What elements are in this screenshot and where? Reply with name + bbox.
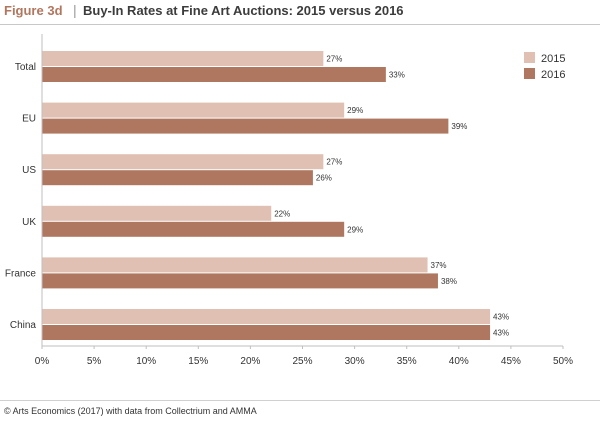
x-tick-label: 0% (35, 356, 50, 367)
category-label: Total (15, 62, 36, 73)
x-tick-label: 5% (87, 356, 102, 367)
footer-divider (0, 400, 600, 401)
data-label: 37% (431, 261, 447, 270)
bar-2015-us (42, 154, 324, 170)
data-label: 43% (493, 329, 509, 338)
x-tick-label: 45% (501, 356, 521, 367)
bar-2016-total (42, 67, 386, 82)
bar-2015-total (42, 51, 324, 66)
legend-swatch-2015 (524, 52, 535, 63)
legend-swatch-2016 (524, 68, 535, 79)
data-label: 27% (326, 55, 342, 64)
chart-title: Buy-In Rates at Fine Art Auctions: 2015 … (83, 3, 404, 18)
category-label: China (10, 320, 37, 331)
bar-2015-eu (42, 102, 345, 118)
data-label: 27% (326, 158, 342, 167)
bar-2016-china (42, 325, 491, 340)
x-tick-label: 30% (345, 356, 365, 367)
x-tick-label: 50% (553, 356, 573, 367)
category-label: UK (22, 217, 36, 228)
bar-2016-france (42, 273, 438, 289)
figure-header: Figure 3d | Buy-In Rates at Fine Art Auc… (0, 0, 600, 24)
bar-2015-china (42, 309, 491, 324)
figure-separator: | (73, 2, 77, 18)
category-label: France (5, 268, 37, 279)
bar-2016-eu (42, 118, 449, 134)
bar-2016-uk (42, 221, 345, 237)
header-divider (0, 24, 600, 25)
data-label: 29% (347, 225, 363, 234)
data-label: 38% (441, 277, 457, 286)
legend-label-2015: 2015 (541, 53, 565, 65)
bar-2016-us (42, 170, 313, 186)
category-label: EU (22, 114, 36, 125)
x-tick-label: 20% (240, 356, 260, 367)
data-label: 26% (316, 174, 332, 183)
x-tick-label: 25% (292, 356, 312, 367)
bar-2015-uk (42, 205, 272, 221)
source-note: © Arts Economics (2017) with data from C… (4, 406, 257, 416)
data-label: 22% (274, 209, 290, 218)
data-label: 29% (347, 106, 363, 115)
category-label: US (22, 165, 36, 176)
x-tick-label: 35% (397, 356, 417, 367)
bar-2015-france (42, 257, 428, 273)
x-tick-label: 15% (188, 356, 208, 367)
x-tick-label: 40% (449, 356, 469, 367)
data-label: 33% (389, 71, 405, 80)
x-tick-label: 10% (136, 356, 156, 367)
figure-label: Figure 3d (4, 3, 63, 18)
chart-area: Total 27% 33% EU 29% 39% US 27% 26% UK 22% 29% Franc… (5, 34, 573, 367)
data-label: 43% (493, 313, 509, 322)
legend-label-2016: 2016 (541, 69, 565, 81)
data-label: 39% (451, 122, 467, 131)
